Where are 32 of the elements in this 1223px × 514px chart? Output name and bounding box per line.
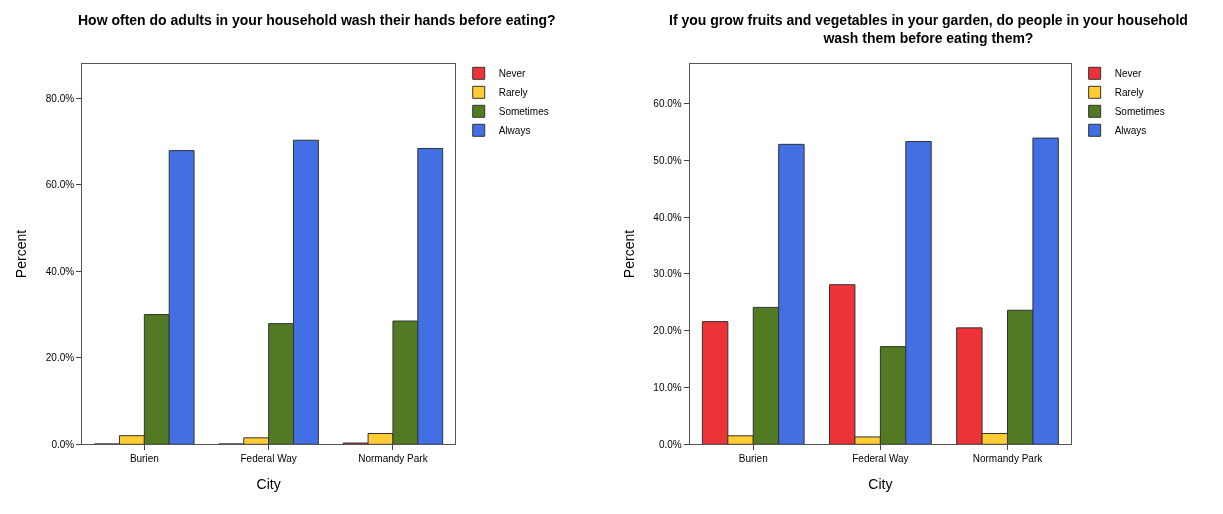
y-axis-title: Percent (13, 229, 30, 279)
x-tick-label: Normandy Park (972, 453, 1044, 465)
y-tick-label: 0.0% (658, 438, 682, 450)
y-tick-label: 50.0% (653, 154, 682, 166)
legend-label: Rarely (498, 87, 528, 99)
x-axis-title: City (868, 475, 893, 492)
y-tick-label: 40.0% (653, 211, 682, 223)
y-tick-label: 20.0% (45, 352, 75, 364)
x-tick-label: Normandy Park (358, 453, 429, 465)
legend-label: Never (498, 68, 527, 80)
x-tick-label: Federal Way (240, 453, 297, 465)
legend-label: Sometimes (498, 106, 549, 118)
y-tick-label: 60.0% (45, 179, 75, 191)
y-tick-label: 10.0% (653, 382, 682, 394)
legend-label: Always (498, 125, 531, 137)
x-tick-label: Federal Way (852, 453, 909, 465)
legend-label: Never (1114, 68, 1142, 80)
y-tick-label: 0.0% (51, 438, 75, 450)
chart-title: How often do adults in your household wash their hands before eating? (78, 12, 556, 28)
x-tick-label: Burien (129, 453, 159, 465)
legend-label: Rarely (1114, 87, 1144, 99)
y-tick-label: 40.0% (45, 265, 75, 277)
y-axis-title: Percent (620, 229, 637, 279)
x-tick-label: Burien (738, 453, 768, 465)
legend-label: Sometimes (1114, 106, 1165, 118)
y-tick-label: 60.0% (653, 97, 682, 109)
y-tick-label: 30.0% (653, 268, 682, 280)
x-axis-title: City (256, 475, 281, 492)
legend-label: Always (1114, 125, 1147, 137)
y-tick-label: 80.0% (45, 92, 75, 104)
y-tick-label: 20.0% (653, 325, 682, 337)
chart-title: If you grow fruits and vegetables in your garden, do people in your household wash them before eating them? (669, 12, 1188, 47)
